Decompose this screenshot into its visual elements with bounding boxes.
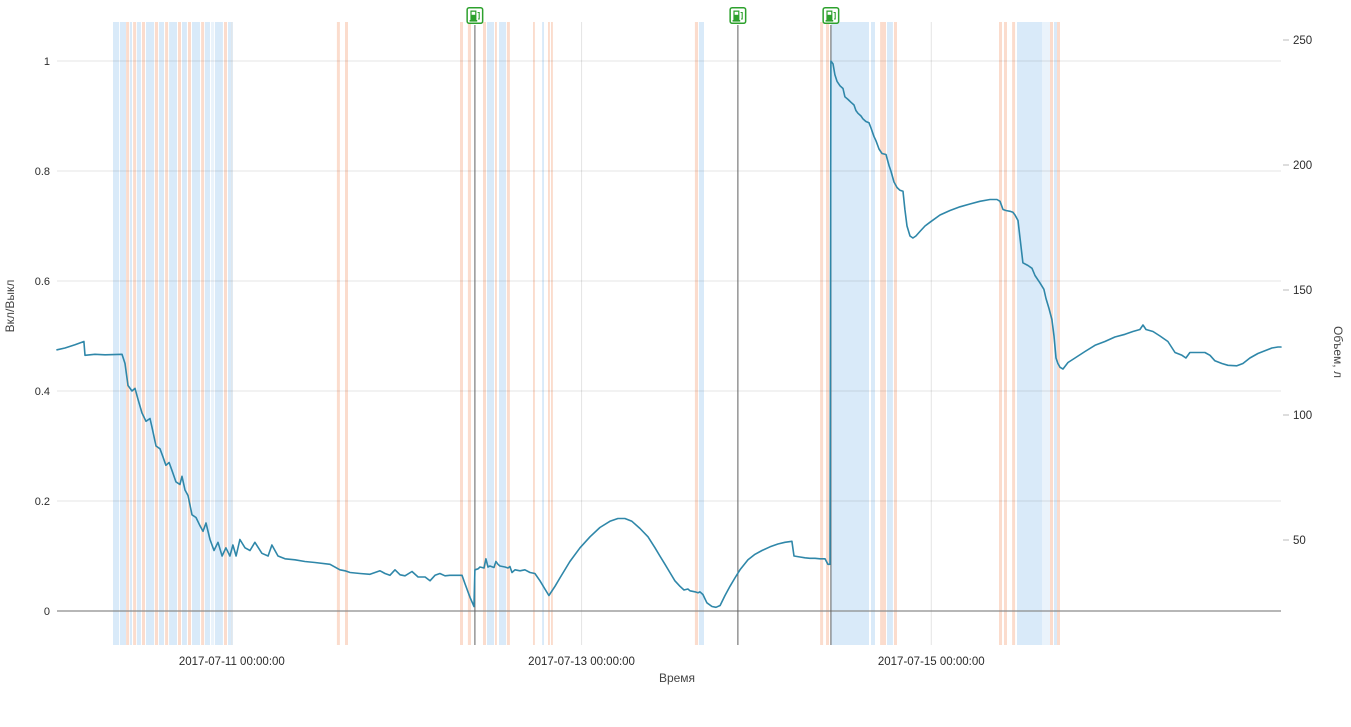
state-band [214, 22, 223, 645]
y-right-tick-label: 250 [1293, 35, 1312, 47]
fuel-pump-glyph [732, 20, 741, 22]
y-left-tick-label: 0.6 [35, 276, 50, 288]
state-band [467, 22, 471, 645]
state-band [146, 22, 154, 645]
state-band [182, 22, 187, 645]
state-band [499, 22, 506, 645]
state-band [119, 22, 126, 645]
fuel-pump-glyph [827, 11, 832, 15]
state-band [136, 22, 141, 645]
fuel-pump-glyph [833, 11, 836, 20]
fuel-pump-icon[interactable] [822, 7, 840, 24]
state-band [142, 22, 145, 645]
state-band [1017, 22, 1042, 645]
fuel-pump-glyph [477, 11, 480, 20]
state-band [192, 22, 200, 645]
state-band [1012, 22, 1016, 645]
state-band [894, 22, 897, 645]
state-band [154, 22, 158, 645]
y-left-tick-label: 0.4 [35, 386, 50, 398]
volume-series-line [56, 60, 1282, 609]
state-band [204, 22, 210, 645]
state-band [533, 22, 535, 645]
y-right-tick-label: 200 [1293, 160, 1312, 172]
state-band [1054, 22, 1057, 645]
state-band [224, 22, 227, 645]
y-left-tick-label: 0 [44, 606, 50, 618]
state-band [826, 22, 829, 645]
fuel-pump-glyph [740, 11, 743, 20]
state-band [1042, 22, 1050, 645]
y-right-tick-label: 150 [1293, 285, 1312, 297]
state-band [495, 22, 497, 645]
state-band [165, 22, 169, 645]
x-tick-label: 2017-07-13 00:00:00 [528, 656, 635, 668]
state-band [1057, 22, 1060, 645]
y-right-tick-label: 100 [1293, 410, 1312, 422]
y-right-axis-title: Объем, л [1331, 326, 1345, 378]
fuel-pump-icon[interactable] [466, 7, 484, 24]
state-band [830, 22, 869, 645]
state-band [188, 22, 191, 645]
state-band [1050, 22, 1053, 645]
state-band [871, 22, 875, 645]
state-band [129, 22, 132, 645]
x-tick-label: 2017-07-15 00:00:00 [878, 656, 985, 668]
state-band [880, 22, 884, 645]
state-band [883, 22, 886, 645]
y-left-tick-label: 1 [44, 56, 50, 68]
state-band [158, 22, 164, 645]
state-band [999, 22, 1002, 645]
state-band [820, 22, 824, 645]
state-band [201, 22, 205, 645]
x-tick-label: 2017-07-11 00:00:00 [179, 656, 285, 668]
y-left-tick-label: 0.2 [35, 496, 50, 508]
state-band [178, 22, 181, 645]
fuel-pump-glyph [733, 10, 740, 20]
state-band [169, 22, 177, 645]
state-band [211, 22, 214, 645]
y-left-tick-label: 0.8 [35, 166, 50, 178]
state-band [487, 22, 494, 645]
fuel-pump-icon[interactable] [729, 7, 747, 24]
fuel-pump-glyph [469, 20, 478, 22]
fuel-pump-glyph [826, 10, 833, 20]
y-left-axis-title: Вкл/Выкл [3, 279, 17, 333]
state-band [133, 22, 137, 645]
state-band [542, 22, 544, 645]
state-band [548, 22, 550, 645]
state-band [694, 22, 698, 645]
fuel-pump-glyph [470, 10, 477, 20]
state-band [1004, 22, 1007, 645]
state-band [551, 22, 553, 645]
fuel-pump-glyph [734, 11, 739, 15]
state-band [506, 22, 510, 645]
y-right-tick-label: 50 [1293, 535, 1306, 547]
state-band [336, 22, 340, 645]
x-axis-title: Время [658, 671, 696, 685]
state-band [113, 22, 120, 645]
state-band [483, 22, 486, 645]
state-band [345, 22, 348, 645]
state-band [698, 22, 704, 645]
state-band [228, 22, 233, 645]
state-band [126, 22, 130, 645]
fuel-pump-glyph [825, 20, 834, 22]
state-band [887, 22, 893, 645]
fuel-pump-glyph [471, 11, 476, 15]
state-band [460, 22, 463, 645]
